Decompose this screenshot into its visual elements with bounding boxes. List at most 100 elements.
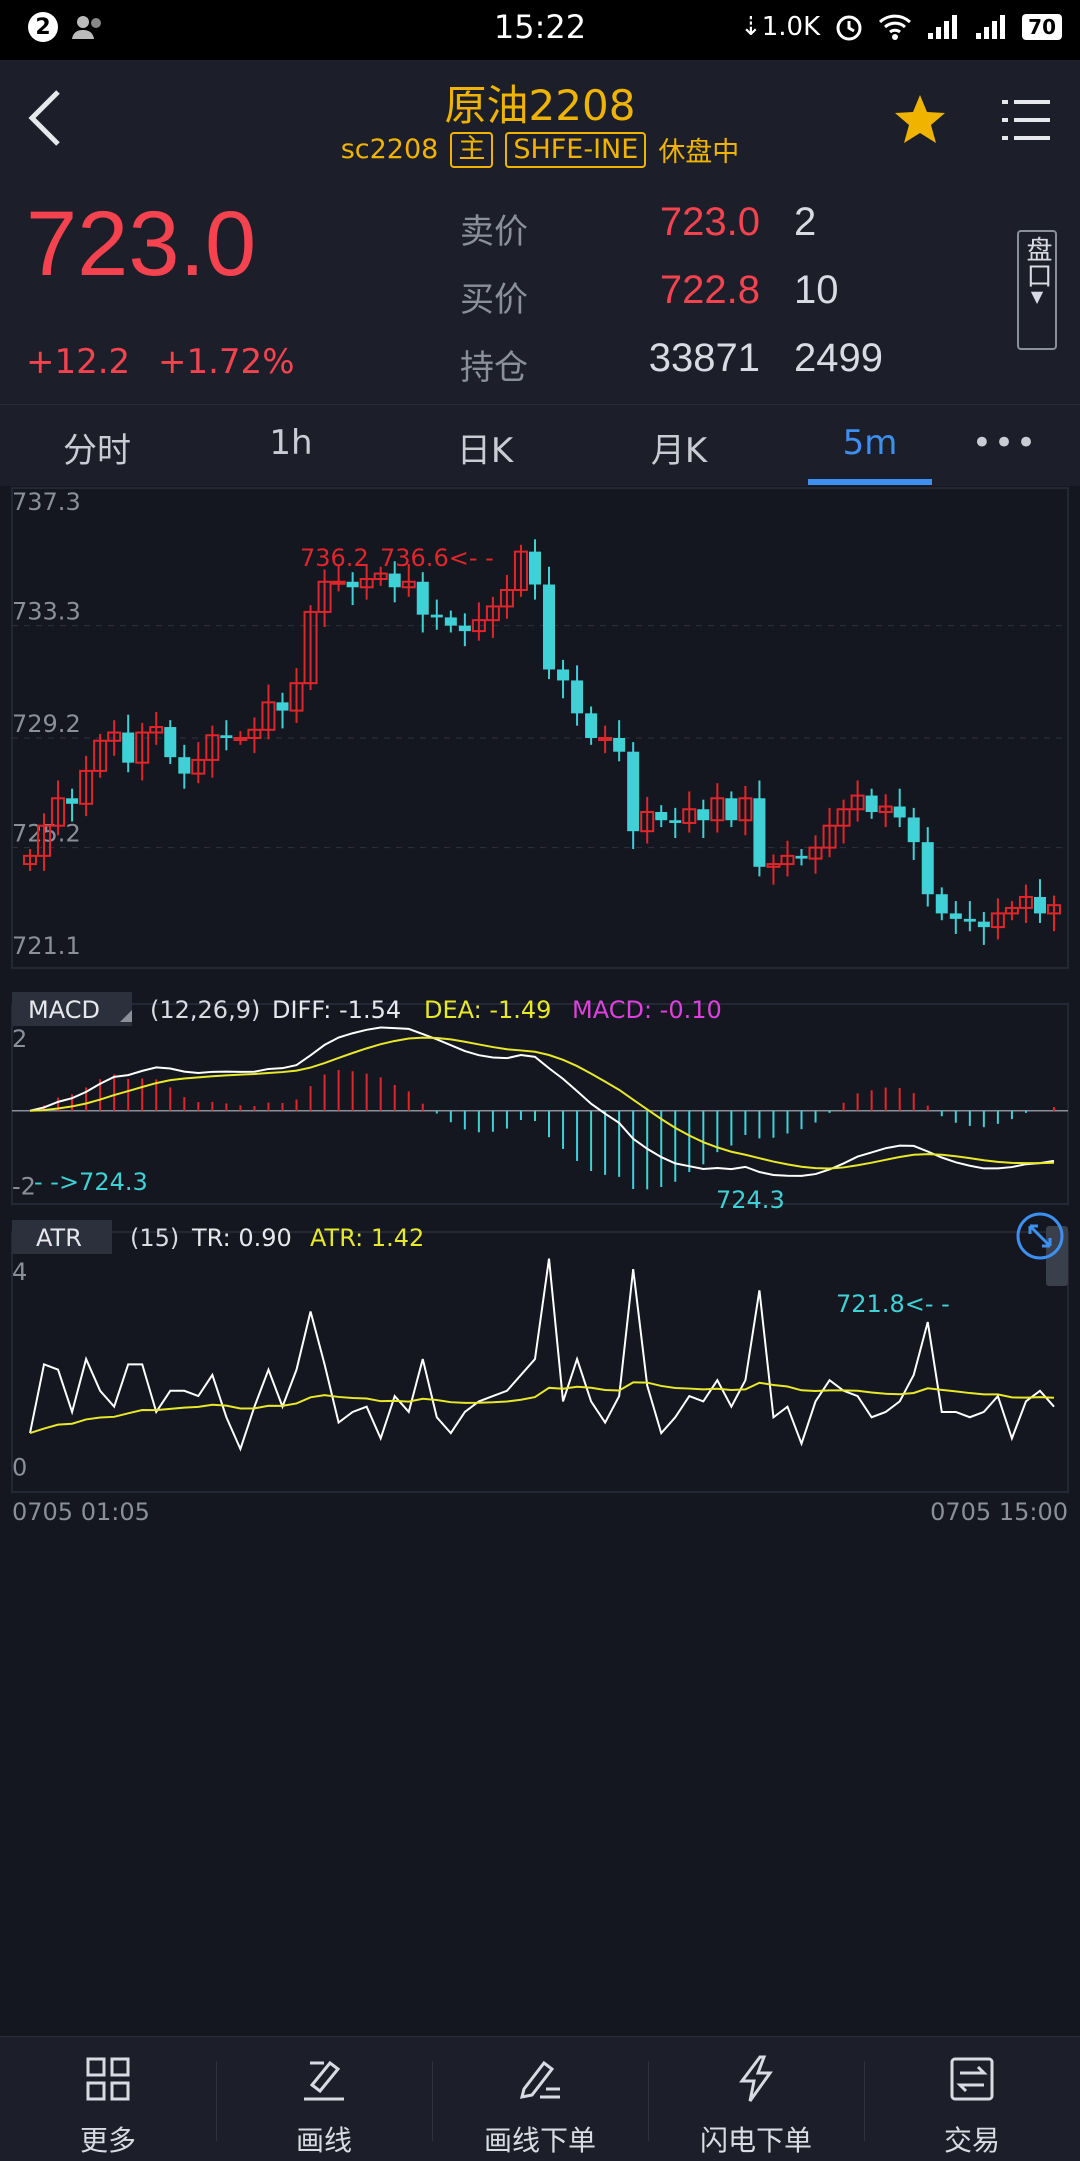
- time-axis-end: 0705 15:00: [930, 1498, 1068, 1526]
- candle-body: [233, 737, 248, 741]
- candle-body: [1047, 904, 1061, 915]
- menu-icon[interactable]: [1000, 96, 1052, 144]
- contract-code: sc2208: [340, 134, 439, 165]
- ask-label: 卖价: [460, 212, 528, 252]
- star-icon[interactable]: [890, 90, 950, 150]
- candle-body: [627, 751, 640, 832]
- candle-body: [822, 824, 837, 849]
- candle-body: [697, 809, 710, 821]
- nav-flash-order[interactable]: 闪电下单: [648, 2037, 864, 2161]
- status-left: 2: [28, 12, 106, 42]
- candle-body: [191, 758, 206, 775]
- expand-icon[interactable]: [1016, 1212, 1064, 1260]
- candle-body: [303, 610, 318, 685]
- tab-daily-k[interactable]: 日K: [456, 431, 514, 471]
- candle-body: [247, 728, 262, 739]
- tab-fenshi[interactable]: 分时: [63, 431, 131, 471]
- start-low-label: - ->724.3: [34, 1168, 148, 1196]
- candle-body: [710, 797, 725, 822]
- bid-volume: 10: [794, 268, 839, 312]
- tab-monthly-k[interactable]: 月K: [650, 431, 708, 471]
- nav-trade[interactable]: 交易: [864, 2037, 1080, 2161]
- candle-body: [458, 625, 471, 632]
- ask-volume: 2: [794, 200, 817, 244]
- bottom-nav: 更多 画线 画线下单 闪电下单 交易: [0, 2036, 1080, 2161]
- atr-tag: ATR: [36, 1224, 82, 1252]
- candle-body: [346, 581, 359, 588]
- atr-tag-bg: [12, 1220, 112, 1254]
- high-price-label: 736.2: [300, 544, 369, 572]
- price-tick-label: 737.3: [12, 488, 81, 516]
- candle-body: [766, 863, 781, 868]
- nav-draw-order[interactable]: 画线下单: [432, 2037, 648, 2161]
- candle-body: [613, 738, 626, 752]
- macd-tick-label: -2: [12, 1172, 36, 1200]
- candle-body: [51, 797, 66, 827]
- candle-body: [135, 731, 150, 764]
- nav-draw-line[interactable]: 画线: [216, 2037, 432, 2161]
- macd-tag-bg: [12, 992, 132, 1026]
- quote-panel: 723.0 +12.2 +1.72% 卖价 723.0 2 买价 722.8 1…: [0, 192, 1080, 404]
- candle-body: [485, 605, 500, 622]
- candle-body: [878, 805, 893, 814]
- market-status: 休盘中: [658, 137, 740, 168]
- candle-body: [1018, 895, 1033, 909]
- macd-tag: MACD: [28, 996, 100, 1024]
- candle-body: [907, 817, 920, 843]
- candle-body: [669, 820, 682, 823]
- candle-body: [850, 794, 865, 811]
- candlestick-chart[interactable]: 737.3 733.3 729.2 725.2 721.1 736.2 736.6<- - -…: [0, 486, 1080, 2036]
- status-right: ⇣1.0K 70: [740, 12, 1062, 42]
- nav-trade-label: 交易: [943, 2124, 1000, 2157]
- candle-body: [373, 572, 388, 581]
- tab-1h[interactable]: 1h: [269, 423, 313, 463]
- more-tabs-icon[interactable]: •••: [971, 423, 1039, 463]
- price-tick-label: 733.3: [12, 598, 81, 626]
- net-speed: ⇣1.0K: [739, 12, 821, 42]
- candle-body: [79, 769, 94, 805]
- nav-divider: [432, 2061, 433, 2141]
- header: 原油2208 sc2208 主 SHFE-INE 休盘中: [0, 60, 1080, 192]
- back-icon[interactable]: [22, 88, 72, 148]
- chart-area[interactable]: 737.3 733.3 729.2 725.2 721.1 736.2 736.6<- - -…: [0, 486, 1080, 2036]
- macd-tag-caret: [120, 1010, 132, 1022]
- candle-body: [430, 614, 443, 618]
- candle-body: [499, 589, 514, 608]
- open-interest: 33871: [648, 336, 760, 380]
- clock: 15:22: [493, 8, 587, 46]
- candle-body: [149, 726, 164, 734]
- lightning-icon: [739, 2055, 773, 2102]
- candle-body: [401, 580, 416, 589]
- atr-params: (15): [130, 1224, 179, 1252]
- trade-icon: [950, 2057, 994, 2101]
- open-interest-label: 持仓: [460, 348, 528, 388]
- pankou-button[interactable]: 盘口 ▼: [1017, 230, 1057, 350]
- candle-body: [317, 580, 332, 613]
- candle-body: [388, 573, 401, 588]
- mid-low-label: 724.3: [716, 1186, 785, 1214]
- price-tick-label: 729.2: [12, 710, 81, 738]
- candle-body: [655, 812, 668, 821]
- macd-dea-label: DEA: -1.49: [424, 996, 551, 1024]
- candle-body: [164, 727, 177, 758]
- candle-body: [585, 713, 598, 738]
- active-tab-indicator: [808, 479, 932, 485]
- signal-icon-2: [976, 15, 1006, 39]
- pane-border: [11, 487, 1069, 969]
- candle-body: [963, 918, 976, 922]
- pankou-label: 盘口: [1022, 236, 1052, 288]
- nav-more[interactable]: 更多: [0, 2037, 216, 2161]
- candle-body: [836, 808, 851, 827]
- nav-draw-line-label: 画线: [295, 2124, 352, 2157]
- open-interest-change: 2499: [794, 336, 883, 380]
- bid-label: 买价: [460, 280, 528, 320]
- nav-more-label: 更多: [79, 2124, 136, 2157]
- tab-5m[interactable]: 5m: [842, 423, 898, 463]
- bid-price: 722.8: [659, 268, 760, 312]
- pane-border: [11, 1003, 1069, 1205]
- price-tick-label: 721.1: [12, 932, 81, 960]
- atr-value-label: ATR: 1.42: [310, 1224, 424, 1252]
- candle-body: [571, 680, 584, 714]
- candle-body: [598, 737, 613, 741]
- candle-body: [66, 798, 79, 804]
